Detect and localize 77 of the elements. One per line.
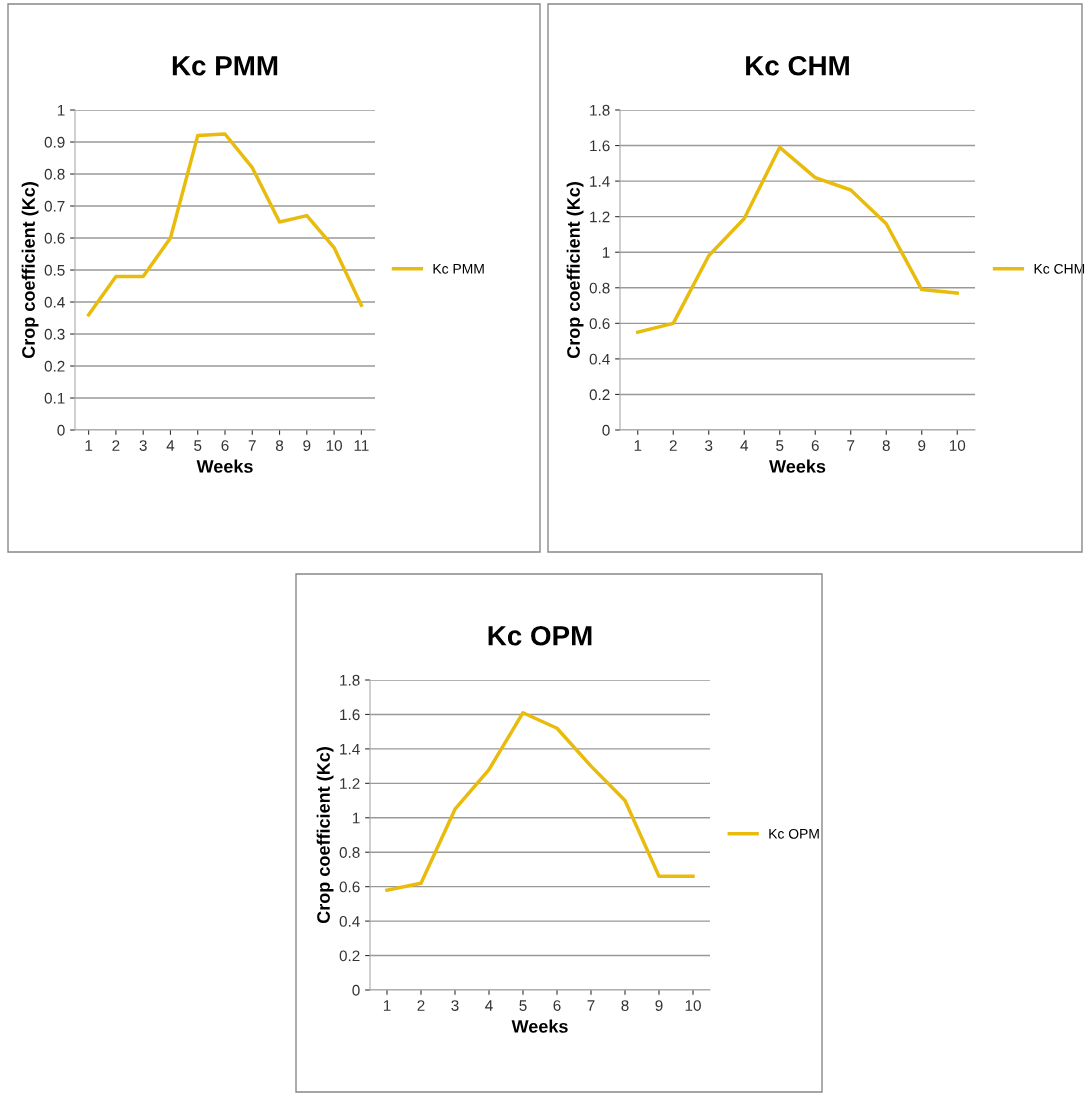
y-axis-title: Crop coefficient (Kc) [21, 182, 39, 359]
x-tick-label: 2 [669, 440, 677, 451]
x-axis-title: Weeks [196, 459, 253, 473]
x-tick-label: 7 [248, 440, 256, 451]
y-tick-label: 0 [602, 424, 610, 436]
chart-title: Kc OPM [488, 625, 592, 646]
y-tick-label: 1.2 [340, 778, 360, 789]
y-tick-label: 0.4 [589, 353, 610, 365]
x-tick-label: 4 [740, 440, 749, 451]
y-tick-label: 0 [57, 424, 65, 436]
y-tick-label: 1.2 [590, 211, 610, 223]
x-tick-label: 1 [85, 440, 93, 451]
x-tick-label: 4 [485, 1000, 493, 1011]
y-tick-label: 1.8 [590, 104, 610, 116]
line-series [86, 132, 364, 317]
x-tick-label: 8 [621, 1000, 629, 1011]
x-tick-label: 3 [451, 1000, 459, 1011]
x-tick-label: 2 [112, 440, 120, 451]
x-tick-label: 1 [383, 1000, 391, 1011]
x-tick-label: 5 [519, 1000, 527, 1011]
y-tick-label: 1.6 [590, 140, 610, 152]
x-tick-label: 3 [705, 440, 713, 451]
y-tick-label: 0.6 [339, 881, 360, 893]
x-tick-label: 6 [811, 440, 819, 451]
x-tick-label: 1 [634, 440, 642, 451]
y-tick-label: 0.8 [339, 847, 360, 858]
y-tick-label: 1.6 [340, 709, 360, 721]
y-tick-label: 0 [352, 984, 360, 996]
chart-title: Kc PMM [172, 56, 278, 76]
y-tick-label: 0.8 [44, 168, 65, 180]
x-tick-label: 8 [275, 440, 284, 451]
x-tick-label: 7 [587, 1000, 595, 1011]
y-tick-label: 0.4 [44, 296, 65, 308]
x-tick-label: 4 [166, 440, 175, 451]
x-tick-label: 2 [417, 1000, 425, 1011]
y-tick-label: 1 [602, 247, 610, 258]
y-tick-label: 0.4 [339, 915, 360, 927]
y-tick-label: 1 [57, 105, 65, 116]
y-tick-label: 1.4 [590, 176, 610, 187]
y-tick-label: 1 [352, 812, 360, 824]
x-tick-label: 6 [553, 1000, 561, 1011]
y-tick-label: 0.3 [44, 328, 65, 340]
x-tick-label: 9 [918, 440, 926, 451]
y-tick-label: 1.8 [340, 674, 360, 686]
x-tick-label: 6 [221, 440, 229, 451]
y-tick-label: 0.6 [44, 232, 65, 244]
y-tick-label: 0.8 [589, 282, 610, 294]
x-tick-label: 11 [354, 440, 369, 451]
y-tick-label: 0.6 [589, 318, 610, 330]
line-series [636, 145, 959, 334]
x-tick-label: 9 [303, 440, 311, 451]
x-tick-label: 5 [776, 440, 784, 451]
x-tick-label: 5 [194, 440, 202, 451]
x-tick-label: 9 [655, 1000, 663, 1011]
x-tick-label: 3 [139, 440, 147, 451]
y-tick-label: 0.9 [44, 136, 65, 148]
y-tick-label: 0.1 [44, 392, 65, 404]
y-tick-label: 1.4 [340, 743, 360, 755]
legend-label: Kc PMM [433, 264, 484, 274]
y-tick-label: 0.2 [339, 950, 360, 962]
x-tick-label: 7 [847, 440, 855, 451]
y-tick-label: 0.2 [589, 389, 610, 401]
legend-label: Kc OPM [769, 828, 819, 839]
y-axis-title: Crop coefficient (Kc) [316, 747, 334, 924]
x-axis-title: Weeks [769, 459, 826, 473]
chart-title: Kc CHM [746, 55, 849, 76]
y-tick-label: 0.7 [44, 200, 65, 212]
x-tick-label: 10 [949, 440, 966, 451]
x-tick-label: 10 [326, 440, 342, 451]
x-axis-title: Weeks [511, 1019, 568, 1033]
line-series [385, 710, 695, 892]
y-tick-label: 0.5 [44, 264, 65, 276]
x-tick-label: 10 [685, 1000, 701, 1011]
x-tick-label: 8 [882, 440, 890, 451]
y-tick-label: 0.2 [44, 360, 65, 372]
legend-label: Kc CHM [1034, 263, 1085, 274]
y-axis-title: Crop coefficient (Kc) [566, 182, 584, 359]
